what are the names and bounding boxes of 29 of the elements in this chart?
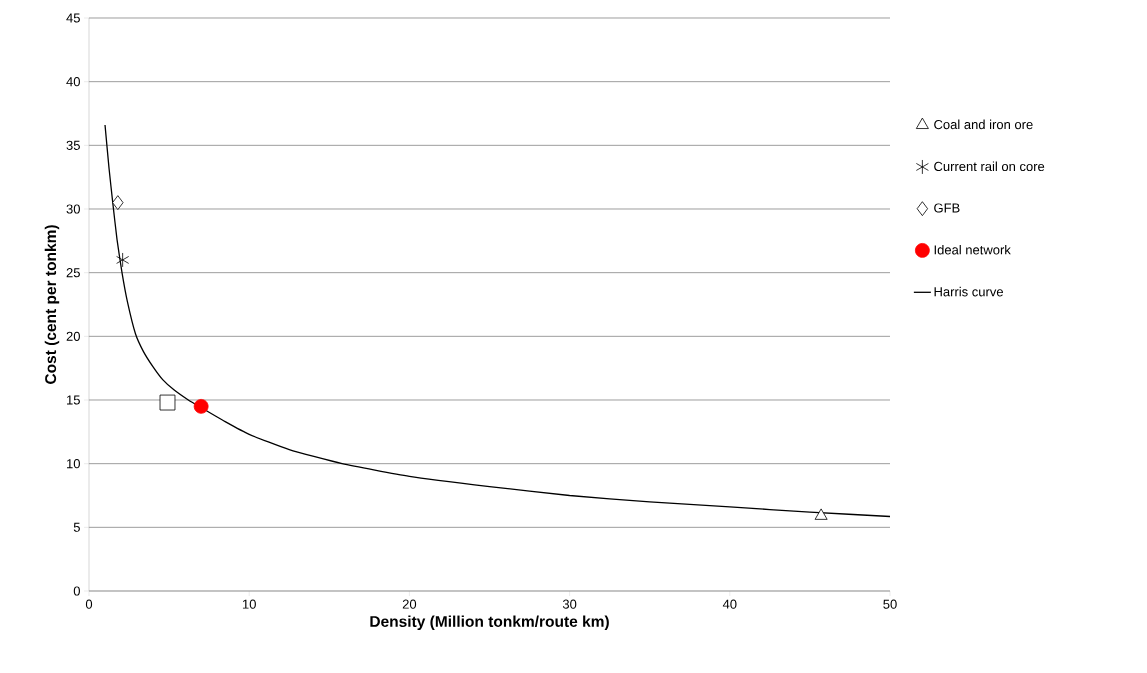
legend-label: Current rail on core [934,161,1045,172]
x-tick-label: 30 [562,599,577,609]
x-axis-title: Density (Million tonkm/route km) [370,615,609,631]
y-tick-label: 20 [66,331,80,341]
y-tick-label: 0 [73,586,80,596]
point [112,195,124,210]
y-tick-label: 25 [66,268,80,278]
y-tick-label: 10 [67,459,80,469]
y-tick-label: 45 [66,13,80,23]
line-series [104,124,891,518]
legend-label: Coal and iron ore [934,119,1033,130]
x-tick-label: 10 [242,599,256,609]
y-tick-label: 5 [73,522,80,532]
point [193,398,209,414]
y-tick-label: 15 [67,395,80,405]
x-tick-label: 40 [722,599,737,609]
point [814,508,828,520]
legend-label: Ideal network [934,244,1011,255]
x-tick-label: 50 [883,599,897,609]
y-tick-label: 35 [66,140,80,150]
x-tick-label: 0 [85,599,93,609]
legend-label: Harris curve [934,286,1003,297]
legend-label: GFB [934,203,960,213]
point [116,252,130,268]
y-axis-title: Cost (cent per tonkm) [44,225,60,384]
x-tick-label: 20 [402,599,417,609]
point [159,394,176,411]
y-tick-label: 30 [66,204,80,214]
y-tick-label: 40 [66,77,80,87]
